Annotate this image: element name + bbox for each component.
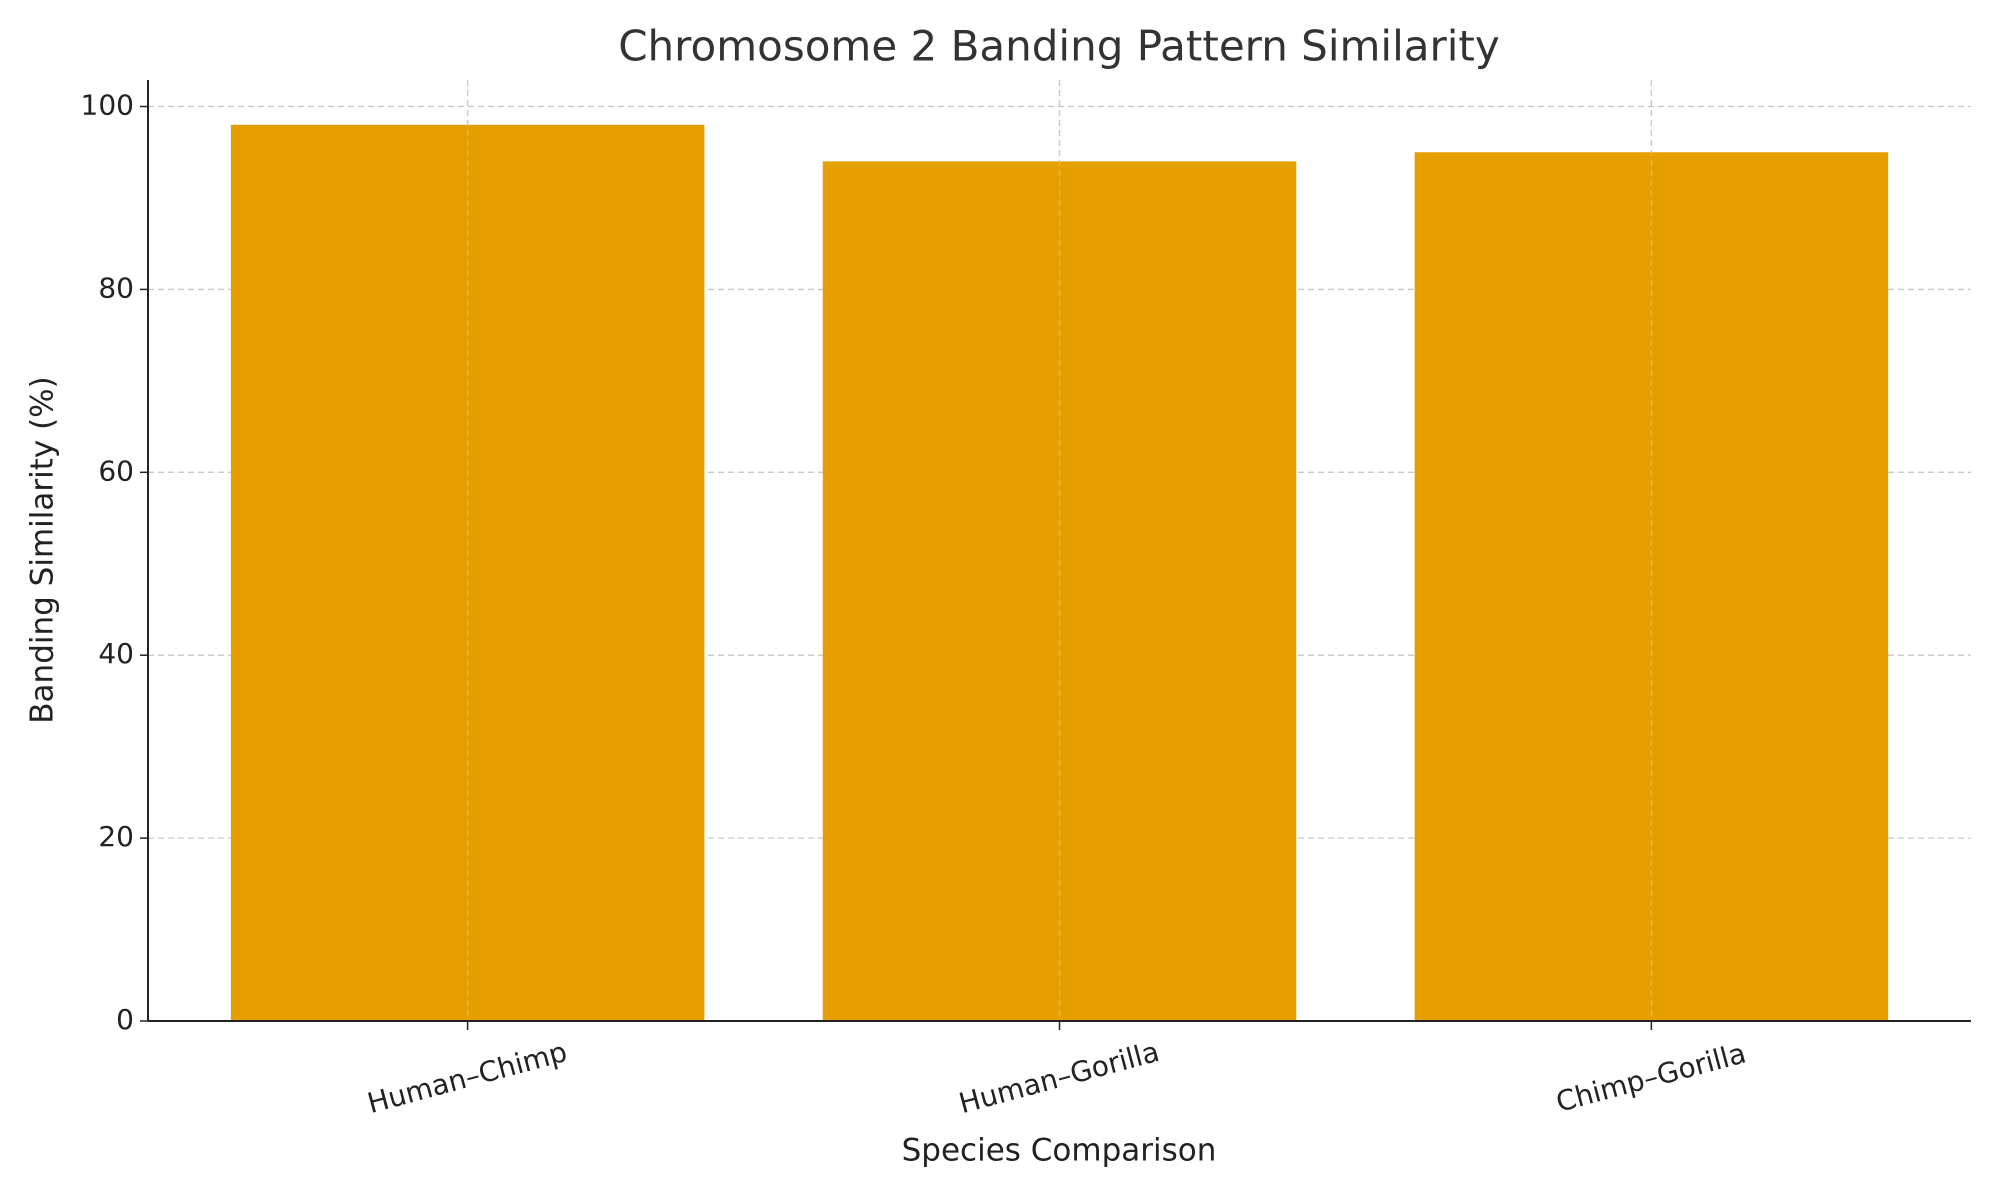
y-tick-label: 0 — [116, 1003, 134, 1036]
y-tick-label: 40 — [98, 637, 134, 670]
bar — [1414, 152, 1889, 1022]
chart-title: Chromosome 2 Banding Pattern Similarity — [618, 22, 1500, 71]
y-tick-label: 60 — [98, 454, 134, 487]
y-tick-label: 80 — [98, 271, 134, 304]
y-tick-label: 20 — [98, 820, 134, 853]
x-tick-label: Chimp–Gorilla — [1553, 1036, 1750, 1118]
y-axis-label: Banding Similarity (%) — [25, 376, 61, 723]
x-tick-label: Human–Gorilla — [955, 1035, 1162, 1120]
x-axis-label: Species Comparison — [902, 1133, 1217, 1169]
x-tick-label: Human–Chimp — [364, 1035, 571, 1120]
y-tick-label: 100 — [81, 89, 134, 122]
